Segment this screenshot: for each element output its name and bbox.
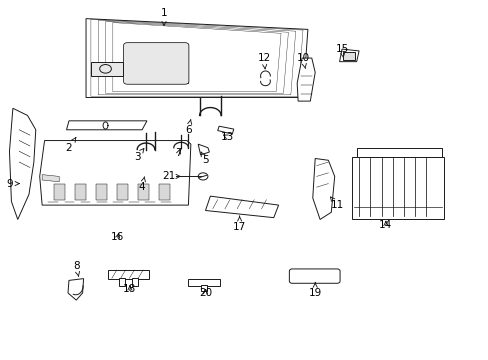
Bar (117, 184, 128, 200)
Text: 6: 6 (185, 119, 191, 135)
Polygon shape (68, 279, 83, 300)
Polygon shape (351, 157, 444, 220)
Polygon shape (42, 175, 59, 182)
Text: 12: 12 (257, 53, 270, 69)
Text: 10: 10 (296, 53, 309, 68)
Text: 2: 2 (65, 138, 76, 153)
Text: 17: 17 (232, 216, 246, 231)
Text: 14: 14 (379, 220, 392, 230)
Text: 7: 7 (175, 148, 182, 158)
Polygon shape (217, 126, 233, 134)
Bar (125, 44, 188, 83)
FancyBboxPatch shape (123, 42, 188, 84)
Polygon shape (205, 196, 278, 218)
Bar (119, 278, 125, 286)
Text: 3: 3 (134, 149, 143, 162)
Bar (342, 52, 354, 60)
Polygon shape (312, 158, 334, 220)
Text: 8: 8 (73, 261, 80, 276)
Text: 4: 4 (139, 177, 145, 192)
Bar (96, 184, 107, 200)
Text: 16: 16 (111, 232, 124, 242)
Text: 19: 19 (308, 282, 321, 298)
Text: 5: 5 (201, 152, 208, 165)
Bar (132, 278, 138, 286)
Polygon shape (66, 121, 147, 130)
Text: 20: 20 (199, 288, 212, 298)
Polygon shape (339, 49, 358, 62)
Polygon shape (198, 144, 209, 155)
Polygon shape (356, 148, 441, 157)
Text: 9: 9 (6, 179, 19, 189)
Polygon shape (9, 108, 36, 220)
Text: 21: 21 (162, 171, 181, 181)
Text: 13: 13 (221, 132, 234, 142)
Bar (188, 279, 220, 286)
Bar (75, 184, 86, 200)
Polygon shape (40, 140, 190, 205)
Polygon shape (86, 19, 307, 98)
Text: 11: 11 (330, 197, 343, 210)
Text: 18: 18 (123, 284, 136, 294)
Bar (138, 184, 149, 200)
Bar (54, 184, 65, 200)
Bar (159, 184, 169, 200)
Bar (91, 62, 122, 76)
Text: 15: 15 (335, 44, 348, 57)
Bar (200, 285, 206, 291)
FancyBboxPatch shape (289, 269, 339, 283)
Bar (108, 270, 149, 279)
Polygon shape (297, 58, 315, 101)
Text: 1: 1 (161, 8, 167, 26)
